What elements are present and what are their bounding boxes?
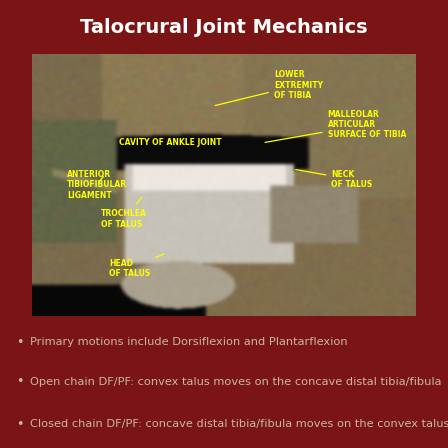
Text: TROCHLEA
OF TALUS: TROCHLEA OF TALUS — [101, 198, 147, 228]
Text: Open chain DF/PF: convex talus moves on the concave distal tibia/fibula: Open chain DF/PF: convex talus moves on … — [30, 377, 442, 387]
Text: Closed chain DF/PF: concave distal tibia/fibula moves on the convex talus: Closed chain DF/PF: concave distal tibia… — [30, 419, 448, 429]
Text: CAVITY OF ANKLE JOINT: CAVITY OF ANKLE JOINT — [119, 138, 222, 147]
Text: Primary motions include Dorsiflexion and Plantarflexion: Primary motions include Dorsiflexion and… — [30, 337, 348, 347]
Text: MALLEOLAR
ARTICULAR
SURFACE OF TIBIA: MALLEOLAR ARTICULAR SURFACE OF TIBIA — [265, 110, 406, 142]
Text: •: • — [16, 336, 23, 349]
Text: NECK
OF TALUS: NECK OF TALUS — [296, 169, 373, 189]
Text: Talocrural Joint Mechanics: Talocrural Joint Mechanics — [80, 18, 368, 37]
Text: HEAD
OF TALUS: HEAD OF TALUS — [109, 254, 164, 278]
Text: ANTERIOR
TIBIOFIBULAR
LIGAMENT: ANTERIOR TIBIOFIBULAR LIGAMENT — [67, 170, 127, 200]
Text: LOWER
EXTREMITY
OF TIBIA: LOWER EXTREMITY OF TIBIA — [215, 70, 323, 106]
Text: •: • — [16, 375, 23, 388]
Text: •: • — [16, 418, 23, 431]
